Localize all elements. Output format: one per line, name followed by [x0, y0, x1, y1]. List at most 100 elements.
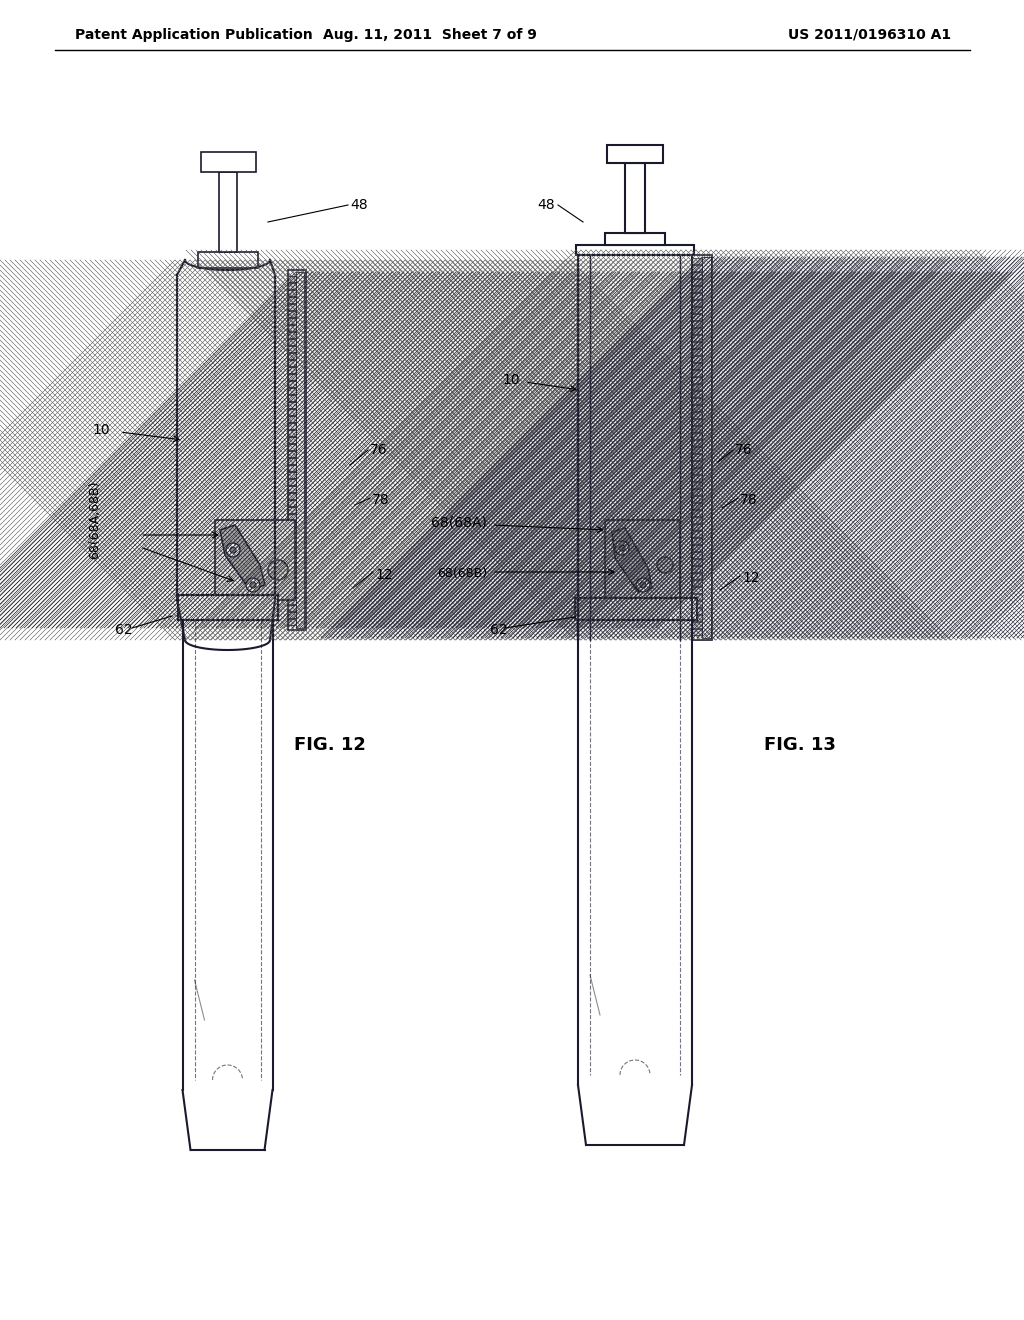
Bar — [692, 622, 702, 628]
Bar — [288, 325, 296, 331]
Bar — [177, 595, 278, 620]
Bar — [288, 395, 296, 401]
Bar — [692, 496, 702, 502]
Bar — [692, 503, 702, 510]
Text: 78: 78 — [372, 492, 389, 507]
Text: 68(68B): 68(68B) — [437, 566, 487, 579]
Bar — [692, 531, 702, 537]
Bar — [288, 570, 296, 576]
Bar — [288, 543, 296, 548]
Bar — [218, 172, 237, 252]
Bar — [692, 539, 702, 544]
Text: 62: 62 — [490, 623, 508, 638]
Bar — [288, 479, 296, 484]
Circle shape — [657, 557, 673, 573]
Bar — [692, 399, 702, 404]
Bar — [692, 265, 702, 271]
Text: 48: 48 — [350, 198, 368, 213]
Bar — [288, 549, 296, 554]
Text: Aug. 11, 2011  Sheet 7 of 9: Aug. 11, 2011 Sheet 7 of 9 — [323, 28, 537, 42]
Bar — [692, 378, 702, 383]
Text: 62: 62 — [115, 623, 133, 638]
Bar — [288, 304, 296, 310]
Bar — [288, 458, 296, 465]
Bar — [692, 384, 702, 389]
Bar — [288, 492, 296, 499]
Text: 48: 48 — [538, 198, 555, 213]
Bar — [692, 370, 702, 376]
Bar — [692, 609, 702, 614]
Bar — [692, 573, 702, 579]
Bar — [288, 507, 296, 513]
Bar — [692, 335, 702, 341]
Bar — [288, 333, 296, 338]
Bar — [692, 454, 702, 459]
Text: Patent Application Publication: Patent Application Publication — [75, 28, 312, 42]
Bar — [692, 587, 702, 593]
Bar — [692, 342, 702, 348]
Bar — [692, 363, 702, 370]
Bar — [692, 327, 702, 334]
Bar — [692, 272, 702, 279]
Bar — [692, 601, 702, 607]
Bar — [692, 552, 702, 558]
Bar — [288, 465, 296, 471]
Circle shape — [250, 582, 256, 587]
Bar — [288, 282, 296, 289]
Bar — [288, 346, 296, 352]
Bar — [692, 447, 702, 453]
Bar — [692, 615, 702, 620]
Bar — [198, 252, 257, 268]
Bar — [288, 521, 296, 527]
Circle shape — [618, 545, 625, 550]
Bar — [288, 318, 296, 323]
Bar — [692, 412, 702, 418]
Bar — [288, 388, 296, 393]
Bar — [692, 426, 702, 432]
Bar — [288, 451, 296, 457]
Bar — [692, 488, 702, 495]
Bar — [288, 528, 296, 535]
Bar — [288, 312, 296, 317]
Bar — [288, 403, 296, 408]
Text: 12: 12 — [742, 572, 760, 585]
Bar — [288, 486, 296, 492]
Circle shape — [268, 560, 288, 579]
Bar — [288, 598, 296, 605]
Bar — [288, 513, 296, 520]
Polygon shape — [220, 525, 265, 590]
Circle shape — [246, 578, 260, 591]
Bar — [692, 300, 702, 306]
Bar — [692, 594, 702, 601]
Bar — [201, 152, 256, 172]
Bar — [288, 583, 296, 590]
Bar — [692, 348, 702, 355]
Bar — [288, 271, 306, 630]
Bar — [692, 517, 702, 523]
Bar — [288, 473, 296, 478]
Bar — [605, 234, 665, 246]
Bar — [288, 297, 296, 304]
Circle shape — [230, 546, 236, 553]
Bar — [288, 422, 296, 429]
Text: 76: 76 — [735, 444, 753, 457]
Text: 76: 76 — [370, 444, 388, 457]
Text: US 2011/0196310 A1: US 2011/0196310 A1 — [788, 28, 951, 42]
Bar — [692, 321, 702, 327]
Polygon shape — [612, 528, 652, 591]
Bar — [692, 286, 702, 292]
Bar — [702, 257, 711, 638]
Bar — [692, 433, 702, 440]
Bar — [692, 482, 702, 488]
Text: 78: 78 — [740, 492, 758, 507]
Bar — [288, 556, 296, 562]
Bar — [575, 598, 697, 620]
Bar — [288, 444, 296, 450]
Bar — [607, 145, 663, 162]
Bar — [692, 405, 702, 411]
Bar — [692, 356, 702, 362]
Bar — [288, 605, 296, 611]
Bar — [288, 374, 296, 380]
Bar — [692, 630, 702, 635]
Bar — [288, 500, 296, 506]
